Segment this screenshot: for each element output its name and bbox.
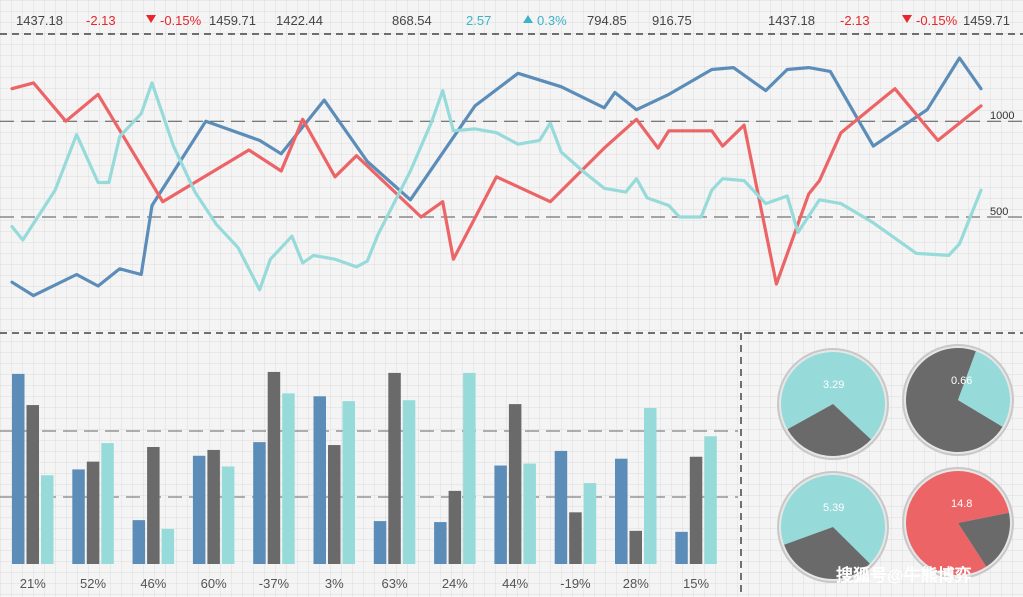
bar-cyan xyxy=(41,475,54,564)
pie-value-label: 3.29 xyxy=(823,379,844,391)
ticker-value: 1459.71 xyxy=(209,13,256,28)
bar-cyan xyxy=(162,529,175,564)
bar-category-label: 63% xyxy=(382,576,408,591)
ticker-value: -2.13 xyxy=(86,13,116,28)
bar-blue xyxy=(314,396,327,564)
bar-chart-category-labels: 21% 52% 46% 60% -37% 3% 63% 24% 44% -19% 28% 15% xyxy=(20,576,710,591)
bar-chart-bars xyxy=(12,372,717,564)
bar-gray xyxy=(147,447,160,564)
bar-gray xyxy=(509,404,522,564)
pie-charts: 3.29 0.66 5.39 14.8 xyxy=(778,345,1013,582)
ticker-value: 916.75 xyxy=(652,13,692,28)
bar-gray xyxy=(630,531,643,564)
triangle-up-icon xyxy=(523,15,533,23)
bar-category-label: 21% xyxy=(20,576,46,591)
bar-gray xyxy=(328,445,341,564)
line-series-red xyxy=(12,83,981,284)
bar-blue xyxy=(253,442,266,564)
line-series-cyan xyxy=(12,83,981,290)
pie-value-label: 14.8 xyxy=(951,498,972,510)
bar-category-label: 3% xyxy=(325,576,344,591)
line-chart-y-labels: 1000 500 xyxy=(990,110,1014,218)
ticker-strip: 1437.18 -2.13 -0.15% 1459.71 1422.44 868.54 2.… xyxy=(16,13,1010,28)
ticker-value: 1459.71 xyxy=(963,13,1010,28)
pie-chart: 3.29 xyxy=(778,349,888,459)
bar-category-label: -19% xyxy=(560,576,591,591)
line-chart: 1000 500 xyxy=(0,58,1023,296)
ticker-value: 1437.18 xyxy=(768,13,815,28)
pie-value-label: 0.66 xyxy=(951,375,972,387)
bar-category-label: 60% xyxy=(201,576,227,591)
bar-category-label: -37% xyxy=(259,576,290,591)
bar-cyan xyxy=(101,443,114,564)
bar-cyan xyxy=(584,483,597,564)
bar-blue xyxy=(12,374,25,564)
bar-category-label: 15% xyxy=(683,576,709,591)
bar-blue xyxy=(555,451,568,564)
bar-gray xyxy=(449,491,462,564)
bar-gray xyxy=(569,512,582,564)
triangle-down-icon xyxy=(146,15,156,23)
bar-blue xyxy=(133,520,146,564)
bar-category-label: 52% xyxy=(80,576,106,591)
bar-blue xyxy=(72,469,85,564)
bar-cyan xyxy=(222,467,235,565)
bar-gray xyxy=(690,457,703,564)
watermark: 搜狐号@牛熊博弈 xyxy=(836,565,972,585)
y-tick-label: 500 xyxy=(990,206,1008,218)
ticker-value: -0.15% xyxy=(160,13,202,28)
ticker-value: -0.15% xyxy=(916,13,958,28)
triangle-down-icon xyxy=(902,15,912,23)
bar-cyan xyxy=(523,464,536,564)
bar-cyan xyxy=(704,436,717,564)
ticker-value: -2.13 xyxy=(840,13,870,28)
ticker-value: 1422.44 xyxy=(276,13,323,28)
pie-chart: 14.8 xyxy=(903,468,1013,578)
ticker-value: 0.3% xyxy=(537,13,567,28)
ticker-value: 1437.18 xyxy=(16,13,63,28)
pie-value-label: 5.39 xyxy=(823,502,844,514)
bar-blue xyxy=(374,521,387,564)
bar-blue xyxy=(494,466,507,564)
bar-cyan xyxy=(282,393,295,564)
ticker-value: 794.85 xyxy=(587,13,627,28)
bar-cyan xyxy=(463,373,476,564)
bar-blue xyxy=(434,522,447,564)
bar-gray xyxy=(388,373,401,564)
bar-gray xyxy=(87,462,100,564)
bar-cyan xyxy=(403,400,416,564)
bar-category-label: 44% xyxy=(502,576,528,591)
y-tick-label: 1000 xyxy=(990,110,1014,122)
bar-blue xyxy=(615,459,628,564)
bar-gray xyxy=(27,405,40,564)
bar-chart: 21% 52% 46% 60% -37% 3% 63% 24% 44% -19% 28% 15% xyxy=(0,372,738,591)
bar-gray xyxy=(268,372,281,564)
bar-category-label: 28% xyxy=(623,576,649,591)
bar-blue xyxy=(675,532,688,564)
bar-cyan xyxy=(644,408,657,564)
ticker-value: 2.57 xyxy=(466,13,491,28)
bar-cyan xyxy=(343,401,356,564)
pie-chart: 0.66 xyxy=(903,345,1013,455)
bar-blue xyxy=(193,456,206,564)
bar-category-label: 46% xyxy=(140,576,166,591)
bar-category-label: 24% xyxy=(442,576,468,591)
ticker-value: 868.54 xyxy=(392,13,432,28)
line-chart-series xyxy=(12,58,981,296)
bar-gray xyxy=(207,450,220,564)
